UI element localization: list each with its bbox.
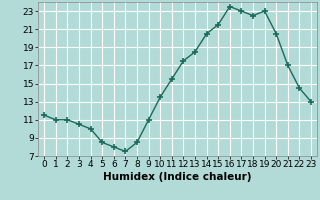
- X-axis label: Humidex (Indice chaleur): Humidex (Indice chaleur): [103, 172, 252, 182]
